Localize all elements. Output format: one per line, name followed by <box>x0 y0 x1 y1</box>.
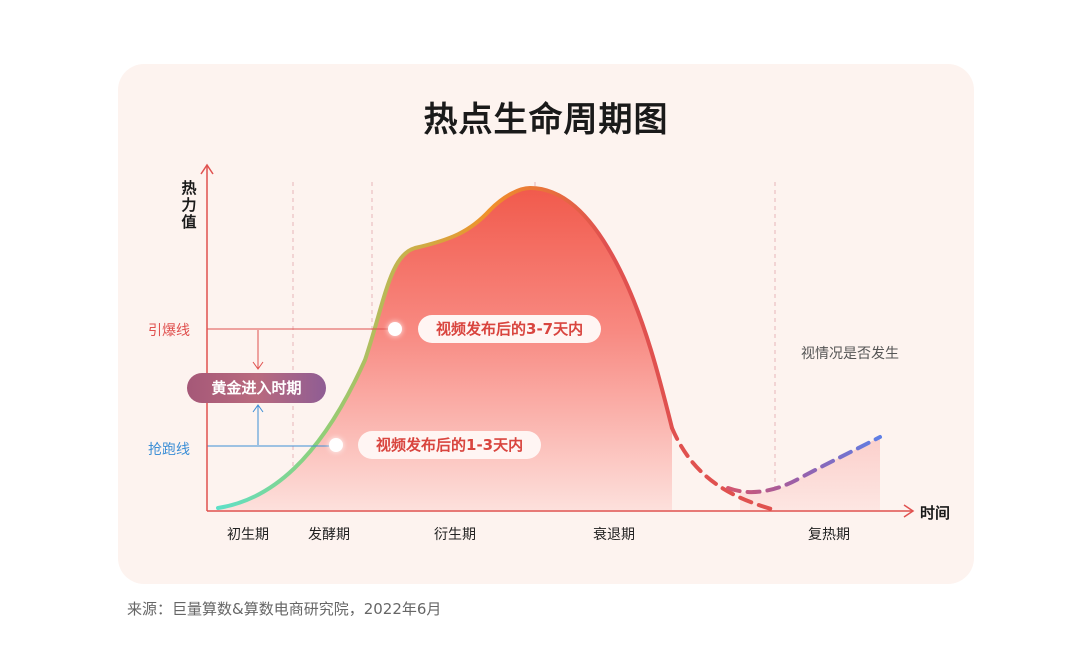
hot-line-label: 引爆线 <box>148 323 190 339</box>
reheat-dashed <box>726 435 882 495</box>
decline-dashed <box>670 426 777 512</box>
stage-label: 发酵期 <box>308 527 350 543</box>
callout-lower: 视频发布后的1-3天内 <box>358 431 542 459</box>
reheat-note: 视情况是否发生 <box>801 346 899 362</box>
stage-label: 衍生期 <box>434 527 476 543</box>
y-axis-label: 热力值 <box>181 179 197 231</box>
stage-label: 衰退期 <box>593 527 635 543</box>
diagram-title: 热点生命周期图 <box>423 100 669 140</box>
stage-label: 初生期 <box>227 527 269 543</box>
hot-point-marker <box>388 322 402 336</box>
golden-period-badge: 黄金进入时期 <box>187 373 326 403</box>
golden-arrows <box>252 330 264 445</box>
rush-point-marker <box>329 438 343 452</box>
stage-label: 复热期 <box>808 527 850 543</box>
axes <box>200 163 915 518</box>
curve-area <box>218 188 672 510</box>
x-axis-label: 时间 <box>920 504 951 522</box>
rush-line-label: 抢跑线 <box>148 442 190 458</box>
callout-upper: 视频发布后的3-7天内 <box>418 315 602 343</box>
lifecycle-curve <box>216 185 674 510</box>
source-note: 来源：巨量算数&算数电商研究院，2022年6月 <box>127 600 442 618</box>
